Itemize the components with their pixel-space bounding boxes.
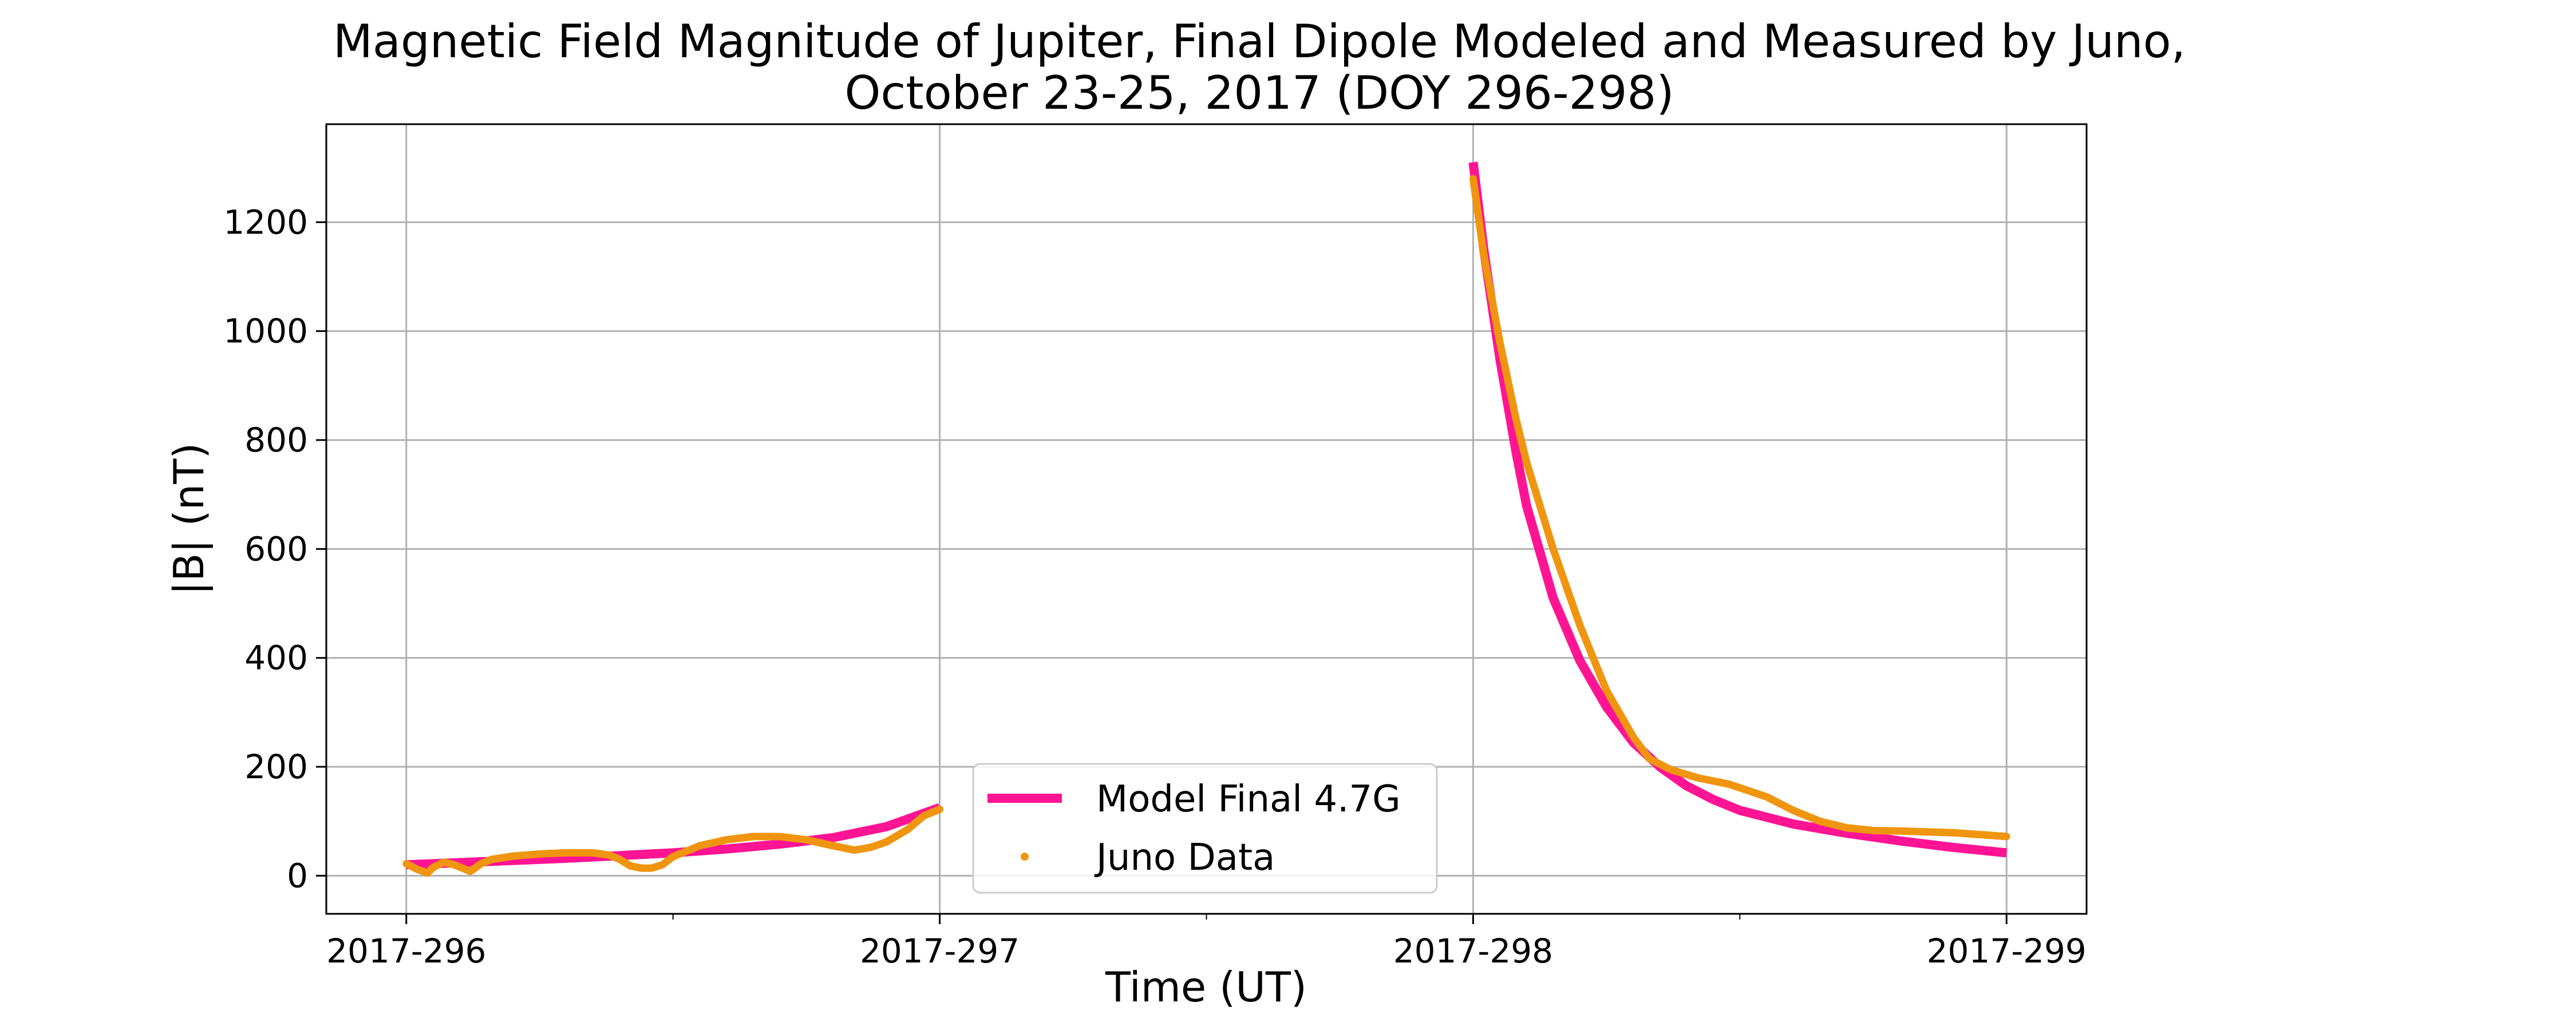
legend-juno-marker bbox=[1021, 853, 1029, 861]
juno-data-point-0-23 bbox=[749, 833, 757, 840]
y-tick-label-2: 400 bbox=[244, 639, 308, 678]
juno-data-point-0-3 bbox=[429, 864, 437, 871]
y-axis-label: |B| (nT) bbox=[165, 443, 214, 596]
x-tick-label-3: 2017-299 bbox=[1927, 932, 2087, 970]
juno-data-point-1-18 bbox=[1896, 827, 1903, 835]
x-tick-label-1: 2017-297 bbox=[860, 932, 1020, 970]
y-tick-label-6: 1200 bbox=[223, 203, 308, 241]
juno-data-point-1-3 bbox=[1512, 414, 1519, 422]
chart-title-line-2: October 23-25, 2017 (DOY 296-298) bbox=[844, 66, 1674, 120]
juno-data-point-0-10 bbox=[509, 853, 517, 860]
juno-data-point-0-19 bbox=[659, 861, 666, 869]
y-tick-label-0: 0 bbox=[287, 856, 308, 895]
juno-data-point-0-7 bbox=[467, 867, 474, 875]
x-tick-label-2: 2017-298 bbox=[1393, 932, 1553, 970]
grid bbox=[326, 124, 2087, 914]
juno-data-point-0-21 bbox=[696, 842, 704, 849]
juno-data-point-0-11 bbox=[536, 850, 543, 858]
juno-data-point-0-5 bbox=[451, 861, 458, 869]
juno-data-point-0-17 bbox=[637, 865, 645, 872]
juno-data-point-1-14 bbox=[1789, 807, 1797, 814]
legend: Model Final 4.7G Juno Data bbox=[972, 763, 1438, 894]
juno-data-point-1-4 bbox=[1523, 458, 1530, 466]
juno-data-point-0-22 bbox=[722, 836, 730, 843]
juno-data-point-0-31 bbox=[920, 812, 927, 819]
juno-data-point-1-20 bbox=[2003, 833, 2010, 840]
juno-data-point-0-8 bbox=[477, 860, 485, 867]
juno-data-point-1-0 bbox=[1469, 175, 1477, 183]
legend-box bbox=[972, 763, 1438, 894]
juno-data-point-1-9 bbox=[1645, 755, 1653, 762]
y-tick-label-4: 800 bbox=[244, 421, 308, 459]
juno-data-point-0-13 bbox=[589, 849, 596, 857]
juno-data-point-0-2 bbox=[424, 869, 431, 877]
juno-data-point-0-16 bbox=[627, 862, 634, 870]
juno-data-point-1-13 bbox=[1763, 793, 1770, 801]
juno-data-point-0-30 bbox=[904, 826, 911, 833]
x-axis: 2017-296 2017-297 2017-298 2017-299 bbox=[326, 914, 2087, 970]
y-tick-label-5: 1000 bbox=[223, 312, 308, 351]
juno-data-point-0-32 bbox=[936, 806, 943, 813]
juno-data-point-0-0 bbox=[402, 860, 410, 867]
chart-title-line-1: Magnetic Field Magnitude of Jupiter, Fin… bbox=[333, 15, 2186, 68]
juno-data-point-0-27 bbox=[851, 846, 858, 854]
juno-data-point-0-24 bbox=[776, 833, 783, 840]
x-tick-label-0: 2017-296 bbox=[326, 932, 486, 970]
legend-model-label: Model Final 4.7G bbox=[1096, 778, 1401, 821]
juno-data-point-0-26 bbox=[829, 842, 837, 849]
juno-data-point-1-10 bbox=[1667, 766, 1674, 773]
juno-data-point-0-14 bbox=[605, 851, 613, 859]
juno-data-point-0-25 bbox=[803, 836, 810, 843]
juno-data-point-0-18 bbox=[648, 865, 655, 872]
juno-data-point-1-11 bbox=[1693, 774, 1701, 782]
juno-data-point-1-5 bbox=[1550, 545, 1557, 553]
juno-data-point-1-8 bbox=[1630, 733, 1637, 740]
juno-data-point-0-1 bbox=[413, 866, 421, 873]
juno-data-point-1-15 bbox=[1816, 818, 1824, 825]
juno-data-point-0-12 bbox=[563, 849, 570, 857]
legend-juno-label: Juno Data bbox=[1094, 837, 1275, 879]
x-axis-label: Time (UT) bbox=[1105, 963, 1307, 1011]
juno-data-point-1-16 bbox=[1843, 824, 1850, 831]
juno-data-point-0-4 bbox=[440, 858, 447, 866]
plot-series bbox=[402, 161, 2010, 877]
juno-data-point-1-19 bbox=[1950, 829, 1957, 837]
juno-data-point-0-28 bbox=[867, 843, 874, 851]
juno-data-point-1-17 bbox=[1870, 827, 1877, 834]
juno-data-point-0-20 bbox=[669, 853, 677, 861]
juno-data-point-1-2 bbox=[1496, 338, 1503, 346]
y-axis: 0 200 400 600 800 1000 1200 bbox=[223, 203, 326, 895]
juno-data-point-1-12 bbox=[1725, 781, 1733, 788]
juno-data-point-1-6 bbox=[1576, 621, 1583, 629]
juno-data-point-0-6 bbox=[461, 866, 469, 873]
y-tick-label-1: 200 bbox=[244, 747, 308, 786]
juno-data-point-1-7 bbox=[1603, 687, 1610, 694]
juno-data-point-1-1 bbox=[1480, 251, 1487, 259]
juno-data-point-0-15 bbox=[616, 855, 623, 863]
juno-data-point-0-29 bbox=[883, 838, 890, 846]
y-tick-label-3: 600 bbox=[244, 529, 308, 568]
juno-data-point-0-9 bbox=[488, 855, 495, 863]
